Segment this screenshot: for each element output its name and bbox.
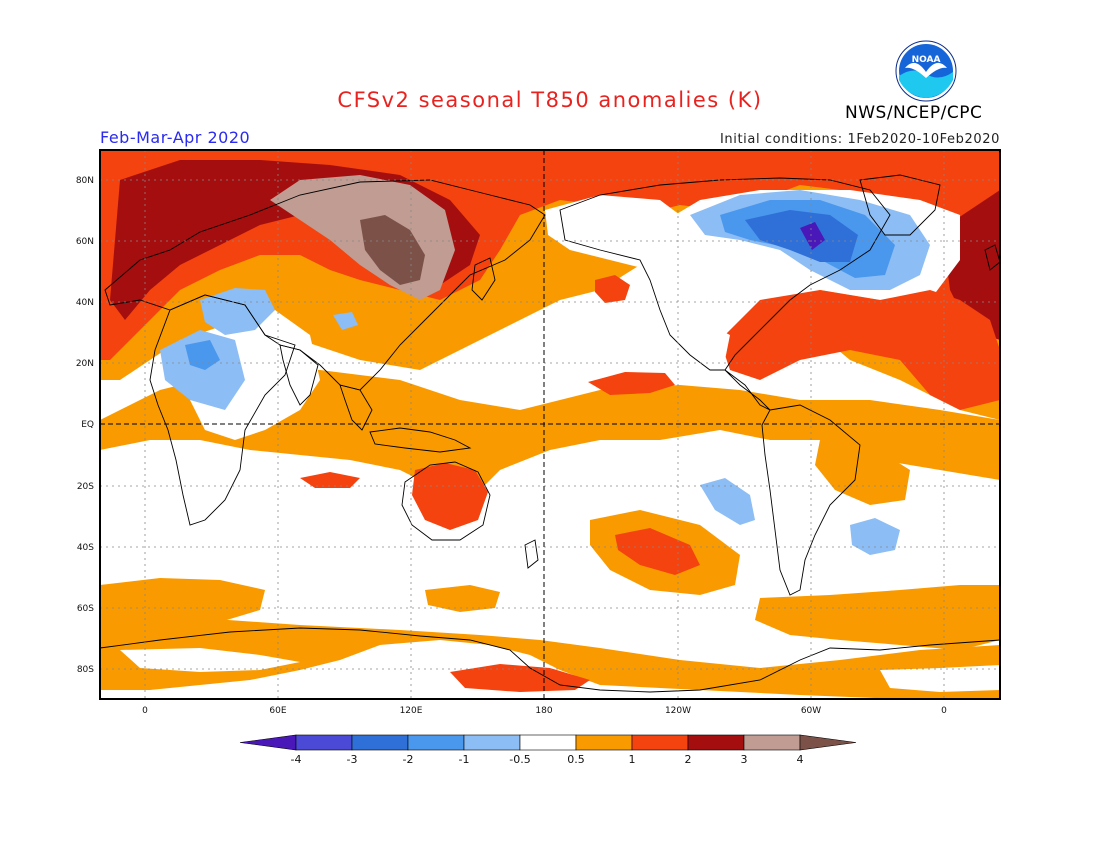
lat-tick-label: 80S <box>77 665 94 675</box>
coast-north-america <box>559 177 891 371</box>
coast-indochina <box>339 384 373 431</box>
coast-eurasia <box>104 179 546 391</box>
anomaly-white-us <box>660 320 730 372</box>
lon-tick-labels: 0 60E 120E 180 120W 60W 0 <box>142 706 947 716</box>
colorbar-arrow-low <box>239 734 297 751</box>
anomaly-orange-s-atlantic <box>815 440 910 505</box>
lon-tick-label: 60E <box>269 706 286 716</box>
anomaly-lightblue-africa <box>160 330 245 410</box>
colorbar-label: -2 <box>403 753 414 766</box>
initial-conditions: Initial conditions: 1Feb2020-10Feb2020 <box>719 132 1000 147</box>
lon-tick-label: 0 <box>941 706 947 716</box>
lon-tick-label: 0 <box>142 706 148 716</box>
anomaly-white-antarctica <box>120 648 300 672</box>
anomaly-orange-southern-ocean-west <box>100 578 265 625</box>
lon-tick-label: 120W <box>665 706 691 716</box>
season-label: Feb-Mar-Apr 2020 <box>100 128 251 147</box>
colorbar-label: 4 <box>797 753 804 766</box>
coast-indonesia <box>369 427 472 453</box>
lat-tick-label: 60N <box>76 237 94 247</box>
anomaly-orange-tropics <box>100 370 1000 500</box>
colorbar-label: 0.5 <box>567 753 585 766</box>
anomaly-blue-africa <box>185 340 220 370</box>
colorbar-swatch <box>463 734 521 751</box>
coast-greenland <box>859 174 941 236</box>
anomaly-orange-southern-ocean-east <box>755 585 1000 650</box>
anomaly-red-subtropical-pacific <box>588 372 675 395</box>
lat-tick-label: 40S <box>77 543 94 553</box>
logo-text: NOAA <box>912 55 941 65</box>
anomaly-red-n-pacific <box>595 275 630 303</box>
coast-new-zealand <box>524 539 539 569</box>
coast-japan <box>471 257 496 301</box>
coastlines <box>100 174 1000 693</box>
anomaly-red-s-pacific <box>615 528 700 575</box>
colorbar-label: -0.5 <box>509 753 530 766</box>
anomaly-red-australia <box>412 463 488 530</box>
graticule <box>100 150 1000 699</box>
colorbar-swatch <box>519 734 577 751</box>
lon-tick-label: 120E <box>400 706 423 716</box>
colorbar-swatch <box>631 734 689 751</box>
anomaly-white-antarctic-east <box>880 665 1000 692</box>
anomaly-lightblue-s-pacific <box>700 478 755 525</box>
lat-tick-label: 80N <box>76 176 94 186</box>
colorbar-label: 2 <box>685 753 692 766</box>
anomaly-violet-na <box>800 222 825 250</box>
lat-tick-label: EQ <box>81 420 94 430</box>
coast-antarctica <box>100 627 1000 693</box>
noaa-logo-icon: NOAA <box>895 40 957 102</box>
coast-uk <box>984 244 1000 271</box>
agency-label: NWS/NCEP/CPC <box>845 103 983 123</box>
lon-tick-label: 60W <box>801 706 821 716</box>
lat-tick-labels: 80N 60N 40N 20N EQ 20S 40S 60S 80S <box>76 176 94 675</box>
map-frame <box>99 149 1001 700</box>
lat-tick-label: 20S <box>77 482 94 492</box>
anomaly-orange-southern-ocean-mid <box>425 585 500 612</box>
colorbar-swatch <box>407 734 465 751</box>
colorbar-label: -4 <box>291 753 302 766</box>
anomaly-red-ross-sea <box>450 664 590 692</box>
map-title: CFSv2 seasonal T850 anomalies (K) <box>337 88 763 112</box>
coast-south-america <box>761 404 861 596</box>
colorbar-swatch <box>575 734 633 751</box>
colorbar-arrow-high <box>799 734 857 751</box>
colorbar-swatch <box>687 734 745 751</box>
lat-tick-label: 60S <box>77 604 94 614</box>
colorbar-label: 1 <box>629 753 636 766</box>
anomaly-lightblue-s-atlantic <box>850 518 900 555</box>
anomaly-red-indian-ocean <box>300 472 360 488</box>
colorbar-label: -3 <box>347 753 358 766</box>
anomaly-red-atlantic <box>720 290 1000 410</box>
anomaly-lightblue-arabia <box>200 288 275 335</box>
lat-tick-label: 40N <box>76 298 94 308</box>
colorbar: -4 -3 -2 -1 -0.5 0.5 1 2 3 4 <box>239 734 857 766</box>
anomaly-orange-antarctica <box>100 618 1000 699</box>
coast-india <box>279 344 319 406</box>
anomaly-midblue-na <box>745 210 858 262</box>
colorbar-label: 3 <box>741 753 748 766</box>
colorbar-swatch <box>743 734 801 751</box>
anomaly-brown <box>360 215 425 285</box>
lat-tick-label: 20N <box>76 359 94 369</box>
anomaly-lightblue-tibet <box>333 312 358 330</box>
colorbar-swatch <box>295 734 353 751</box>
coast-australia <box>401 461 491 541</box>
colorbar-label: -1 <box>459 753 470 766</box>
lon-tick-label: 180 <box>535 706 552 716</box>
colorbar-swatch <box>351 734 409 751</box>
